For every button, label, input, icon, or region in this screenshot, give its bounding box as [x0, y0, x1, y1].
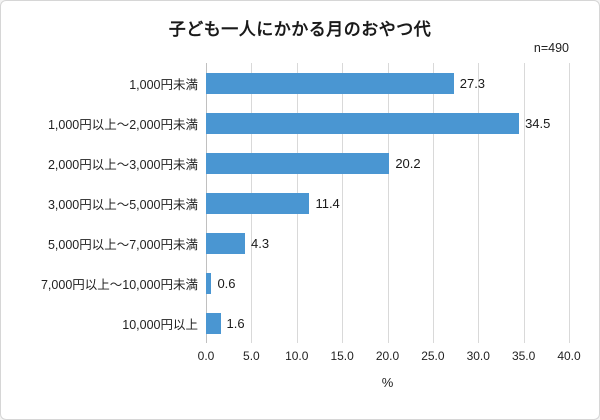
bar [206, 152, 390, 174]
x-tick-label: 30.0 [466, 349, 490, 363]
category-label: 7,000円以上〜10,000円未満 [40, 277, 198, 292]
bar-value-label: 0.6 [217, 275, 236, 291]
category-label: 3,000円以上〜5,000円未満 [47, 197, 198, 212]
bar [206, 232, 246, 254]
x-tick-label: 25.0 [421, 349, 445, 363]
bar-row: 5,000円以上〜7,000円未満 4.3 [11, 223, 569, 263]
bar-track: 20.2 [206, 143, 569, 183]
bar [206, 112, 520, 134]
bar [206, 272, 212, 294]
x-tick-label: 0.0 [197, 349, 215, 363]
category-label: 2,000円以上〜3,000円未満 [47, 157, 198, 172]
category-label: 1,000円未満 [129, 77, 198, 92]
bar-value-label: 27.3 [459, 75, 486, 91]
x-tick-label: 10.0 [285, 349, 309, 363]
x-tick-label: 5.0 [243, 349, 260, 363]
bar-value-label: 34.5 [525, 115, 551, 131]
bar-value-label: 4.3 [251, 235, 270, 251]
bar-row: 10,000円以上 1.6 [11, 303, 569, 343]
bar-track: 4.3 [206, 223, 569, 263]
bar-row: 7,000円以上〜10,000円未満 0.6 [11, 263, 569, 303]
bar-value-label: 11.4 [315, 195, 340, 211]
category-label: 10,000円以上 [122, 317, 198, 332]
x-tick-label: 20.0 [375, 349, 400, 363]
gridline [523, 63, 525, 343]
bar-row: 1,000円以上〜2,000円未満 34.5 [11, 103, 569, 143]
gridline [432, 63, 434, 343]
bar-value-label: 20.2 [395, 155, 421, 171]
sample-size-label: n=490 [533, 41, 569, 55]
bar-track: 1.6 [206, 303, 569, 343]
gridline [478, 63, 480, 343]
bar-track: 0.6 [206, 263, 569, 303]
bar-track: 11.4 [206, 183, 569, 223]
x-axis: 0.0 5.0 10.0 15.0 20.0 25.0 30.0 35.0 40.0 [198, 349, 581, 367]
bar-track: 27.3 [206, 63, 569, 103]
bar-row: 3,000円以上〜5,000円未満 11.4 [11, 183, 569, 223]
bar-row: 2,000円以上〜3,000円未満 20.2 [11, 143, 569, 183]
x-tick-label: 15.0 [330, 349, 354, 363]
category-label: 1,000円以上〜2,000円未満 [47, 117, 198, 132]
x-tick-label: 40.0 [557, 349, 581, 363]
bar [206, 72, 454, 94]
x-tick-label: 35.0 [511, 349, 536, 363]
bar-rows: 1,000円未満 27.3 1,000円以上〜2,000円未満 34.5 2,000円以… [11, 63, 569, 343]
chart-title: 子ども一人にかかる月のおやつ代 [168, 20, 432, 39]
bar [206, 312, 221, 334]
bar-track: 34.5 [206, 103, 569, 143]
bar-value-label: 1.6 [226, 315, 245, 331]
gridline [387, 63, 389, 343]
bar-row: 1,000円未満 27.3 [11, 63, 569, 103]
bar [206, 192, 310, 214]
category-label: 5,000円以上〜7,000円未満 [47, 237, 198, 252]
gridline [342, 63, 344, 343]
x-axis-title: % [381, 375, 394, 390]
plot-area: 1,000円未満 27.3 1,000円以上〜2,000円未満 34.5 2,000円以… [11, 63, 570, 343]
gridline [569, 63, 570, 343]
